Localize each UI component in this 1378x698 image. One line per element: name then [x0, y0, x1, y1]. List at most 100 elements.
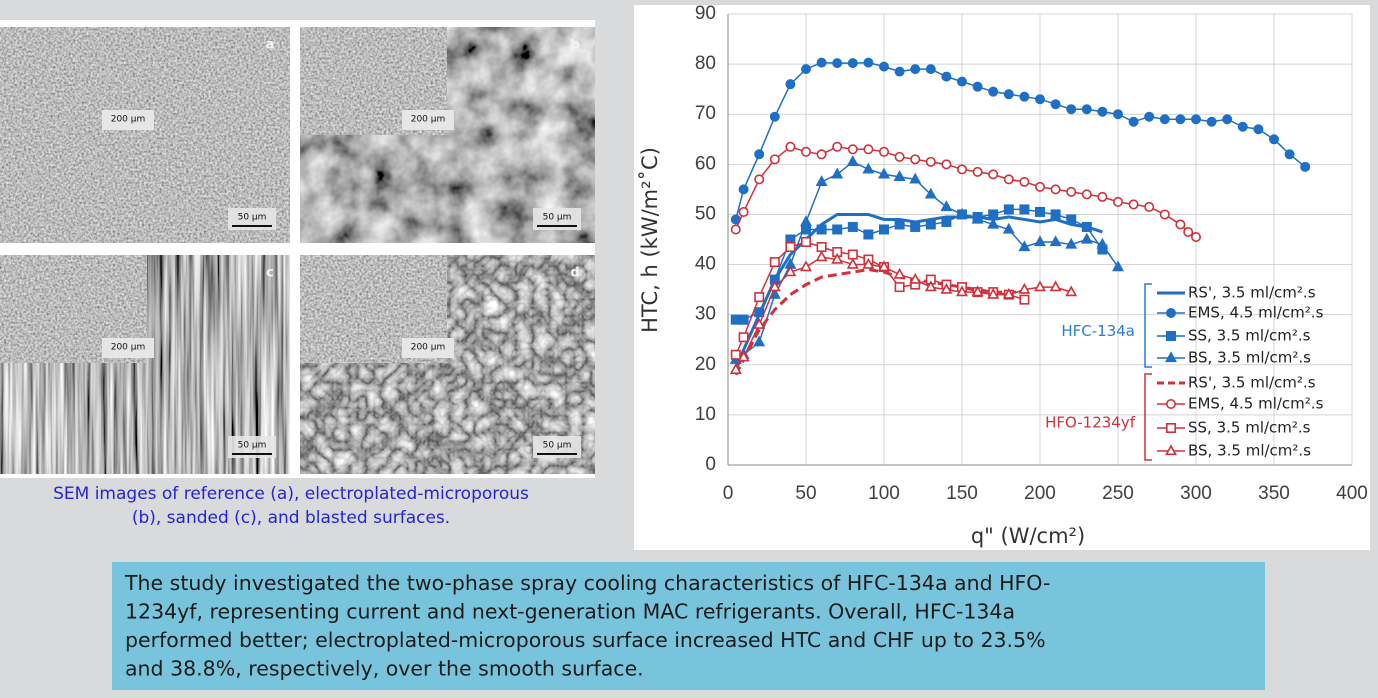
marker [816, 57, 827, 68]
legend-label: RS', 3.5 ml/cm².s [1188, 284, 1316, 302]
scale-box [228, 436, 276, 458]
marker [894, 219, 905, 230]
marker [1003, 204, 1014, 215]
marker [894, 151, 905, 162]
summary-line: and 38.8%, respectively, over the smooth… [125, 657, 644, 681]
marker [1050, 184, 1061, 195]
marker [753, 317, 766, 329]
marker [1002, 287, 1015, 299]
marker [987, 217, 1000, 229]
marker [956, 164, 967, 175]
marker [815, 175, 828, 187]
sem-images: 200 µm 50 µm a 200 µm 50 µm b 200 µm 50 µm c 200 … [0, 20, 595, 478]
marker [971, 212, 984, 224]
y-tick-label: 60 [695, 153, 716, 174]
summary-line: 1234yf, representing current and next-ge… [125, 600, 1015, 624]
marker [1183, 226, 1194, 237]
marker [971, 285, 984, 297]
marker [1144, 201, 1155, 212]
marker [956, 285, 968, 297]
marker [987, 287, 1000, 299]
x-tick-label: 150 [946, 483, 978, 504]
legend-label: SS, 3.5 ml/cm².s [1188, 419, 1311, 437]
inset-scale: 200 µm [111, 115, 146, 125]
marker [941, 71, 952, 82]
marker [909, 272, 922, 284]
summary-box [112, 562, 1265, 690]
marker [925, 156, 936, 167]
marker [1003, 174, 1014, 185]
marker [988, 86, 999, 97]
marker [1034, 280, 1046, 292]
y-tick-label: 20 [695, 354, 716, 375]
marker [816, 242, 827, 253]
marker [730, 349, 741, 360]
y-axis-title: HTC, h (kW/m²˚C) [638, 147, 662, 333]
marker [1112, 260, 1124, 272]
marker [1300, 161, 1311, 172]
inset-scale: 200 µm [111, 343, 146, 353]
marker [1019, 294, 1030, 305]
x-axis-title: q" (W/cm²) [971, 524, 1085, 548]
marker [738, 332, 749, 343]
marker [972, 81, 983, 92]
marker [910, 64, 921, 75]
marker [909, 172, 922, 184]
marker [832, 58, 843, 69]
legend-label: RS', 3.5 ml/cm².s [1188, 374, 1316, 392]
marker [1050, 99, 1061, 110]
summary-line: performed better; electroplated-micropor… [125, 628, 1046, 652]
summary-line: The study investigated the two-phase spr… [124, 571, 1050, 595]
marker [738, 206, 749, 217]
marker [1166, 422, 1177, 433]
marker [924, 187, 937, 199]
sem-inset [0, 254, 148, 364]
marker [1081, 104, 1092, 115]
marker [956, 207, 968, 219]
marker [1018, 282, 1031, 294]
legend-label: EMS, 4.5 ml/cm².s [1188, 395, 1324, 413]
marker [754, 292, 765, 303]
marker [1019, 91, 1030, 102]
marker [910, 154, 921, 165]
marker [784, 265, 797, 277]
x-tick-label: 250 [1102, 483, 1134, 504]
x-tick-label: 100 [868, 483, 900, 504]
marker [1128, 116, 1139, 127]
marker [832, 141, 843, 152]
scale-box [102, 110, 154, 130]
legend-group-label: HFO-1234yf [1045, 414, 1136, 432]
marker [738, 314, 749, 325]
panel-letter: a [266, 38, 275, 53]
marker [1253, 124, 1264, 135]
y-tick-label: 90 [695, 3, 716, 24]
scale-box [402, 110, 454, 130]
x-tick-label: 300 [1180, 483, 1212, 504]
marker [800, 146, 811, 157]
marker [737, 350, 750, 362]
marker [847, 58, 858, 69]
marker [924, 280, 937, 292]
marker [1035, 206, 1046, 217]
marker [878, 260, 890, 272]
marker [1097, 191, 1108, 202]
marker [800, 215, 812, 227]
marker [1237, 121, 1248, 132]
marker [1050, 209, 1061, 220]
series-line [734, 268, 1025, 376]
marker [846, 155, 859, 166]
marker [894, 66, 905, 77]
marker [1165, 351, 1177, 363]
marker [729, 363, 742, 374]
x-tick-label: 350 [1258, 483, 1290, 504]
marker [988, 209, 999, 220]
marker [1165, 444, 1177, 456]
marker [1003, 89, 1014, 100]
marker [893, 170, 906, 182]
marker [910, 221, 921, 232]
marker [894, 282, 905, 293]
marker [1144, 111, 1155, 122]
marker [972, 166, 983, 177]
marker [831, 252, 844, 264]
inset-scale: 200 µm [411, 115, 446, 125]
